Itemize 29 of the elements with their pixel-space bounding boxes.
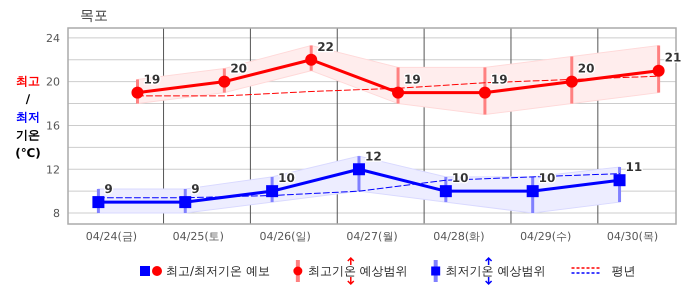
data-label: 22 [317, 40, 334, 54]
data-label: 9 [191, 182, 200, 196]
data-label: 20 [230, 62, 248, 76]
data-label: 21 [664, 50, 682, 65]
chart-title: 목포 [80, 8, 108, 24]
x-tick-label: 04/27(월) [346, 230, 398, 243]
x-tick-label: 04/25(토) [172, 230, 224, 243]
y-tick-label: 20 [46, 76, 60, 89]
text: 최저기온 예상범위 [446, 264, 546, 278]
data-label: 19 [404, 72, 421, 87]
x-tick-label: 04/24(금) [86, 230, 138, 243]
data-label: 10 [278, 171, 295, 186]
x-tick-label: 04/28(화) [433, 230, 485, 243]
y-tick-label: 12 [46, 163, 60, 176]
data-label: 11 [626, 160, 642, 174]
data-label: 20 [578, 62, 594, 76]
x-tick-label: 04/30(목) [606, 230, 658, 243]
y-tick-label: 24 [46, 32, 60, 45]
x-tick-label: 04/29(수) [520, 230, 572, 243]
legend-label: 평년 [612, 264, 636, 278]
x-tick-label: 04/26(일) [259, 230, 311, 243]
data-label: 19 [143, 72, 160, 87]
y-tick-label: 8 [53, 207, 60, 220]
data-label: 12 [364, 149, 382, 164]
ylabel: 최고/최저 기온 (℃) [15, 74, 41, 160]
legend-label: 최고/최저기온 예보 [166, 264, 270, 278]
text: 최고기온 예상범위 [308, 264, 408, 278]
data-label: 9 [104, 182, 113, 196]
y-tick-label: 16 [46, 119, 60, 132]
